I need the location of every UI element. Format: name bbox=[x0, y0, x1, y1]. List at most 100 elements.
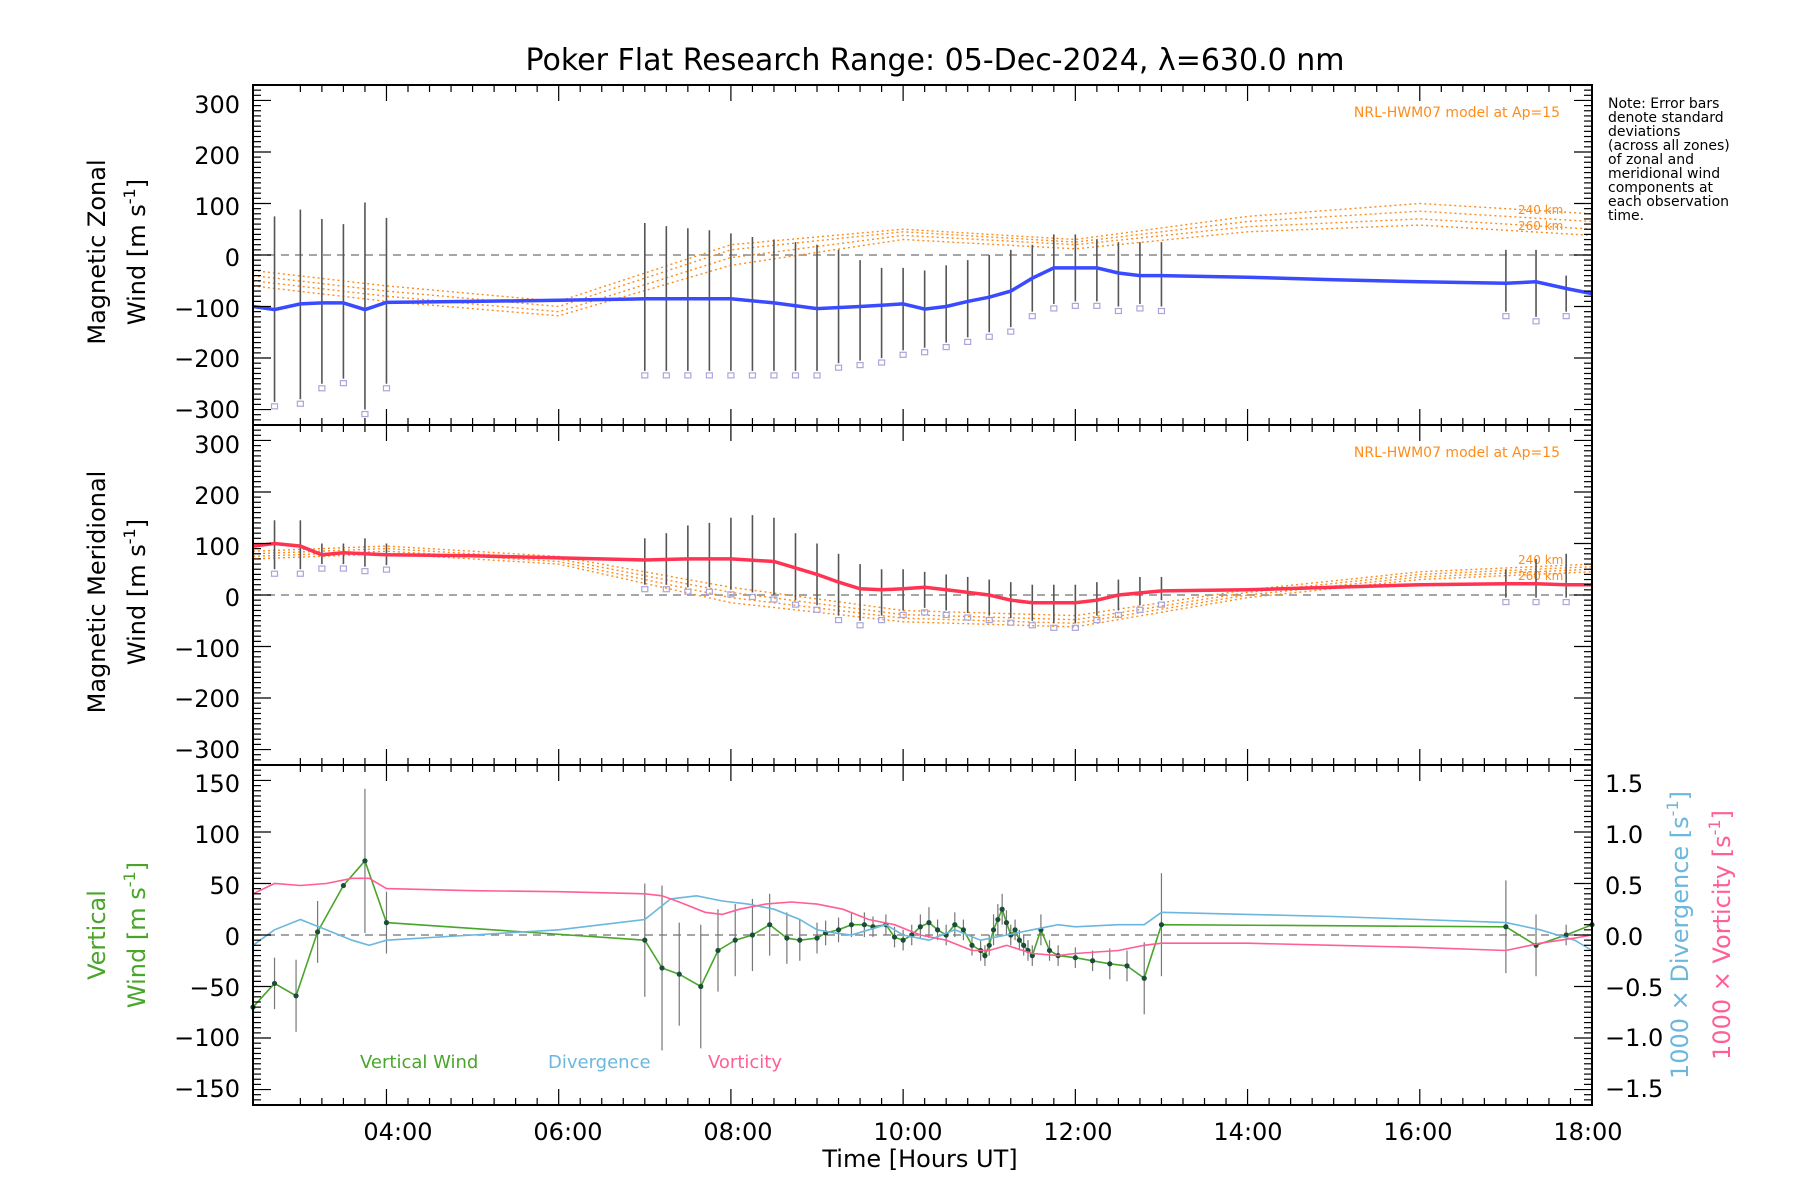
meridional-plot bbox=[252, 424, 1593, 766]
zonal-zone-point bbox=[318, 385, 326, 392]
zonal-ylabel-sup: -1 bbox=[120, 188, 139, 204]
vorticity-line bbox=[252, 877, 1593, 957]
chart-marks bbox=[250, 84, 1595, 1106]
meridional-zone-point bbox=[705, 588, 713, 595]
meridional-zone-point bbox=[1532, 598, 1540, 606]
meridional-ytick-label: 300 bbox=[194, 431, 240, 459]
vertical-ylabel-sup: -1 bbox=[120, 871, 139, 887]
vertical-wind-point bbox=[642, 937, 648, 943]
zonal-ylabel-line1: Magnetic Zonal bbox=[83, 159, 111, 344]
meridional-ylabel-line1: Magnetic Meridional bbox=[83, 471, 111, 714]
meridional-zone-point bbox=[662, 586, 670, 593]
vertical-wind-point bbox=[982, 953, 988, 959]
note-line: (across all zones) bbox=[1608, 138, 1730, 154]
meridional-model-curve bbox=[252, 547, 1593, 621]
meridional-zone-point bbox=[770, 596, 778, 603]
vertical-wind-point bbox=[1012, 927, 1018, 933]
zonal-zone-point bbox=[339, 380, 348, 387]
right-ytick-label: −0.5 bbox=[1605, 974, 1663, 1002]
vertical-wind-point bbox=[676, 971, 682, 977]
vertical-wind-point bbox=[1072, 955, 1078, 961]
zonal-zone-point bbox=[899, 351, 907, 358]
meridional-zone-point bbox=[270, 570, 279, 577]
right-ytick-label: 1.5 bbox=[1605, 770, 1643, 798]
zonal-ytick-label: −300 bbox=[174, 396, 240, 424]
zonal-zone-point bbox=[1028, 313, 1036, 320]
zonal-model-curve bbox=[252, 202, 1593, 303]
note-line: time. bbox=[1608, 208, 1644, 224]
vertical-wind-point bbox=[314, 929, 321, 935]
meridional-model-alt-240: 240 km bbox=[1518, 553, 1563, 567]
x-tick-label: 04:00 bbox=[363, 1118, 432, 1146]
meridional-model-curve bbox=[252, 545, 1593, 617]
vertical-wind-point bbox=[1016, 937, 1022, 943]
vertical-y-tick-labels: −150 −100 −50 0 50 100 150 bbox=[174, 770, 240, 1103]
legend-vertical-wind: Vertical Wind bbox=[360, 1052, 478, 1073]
vertical-ylabel-text: Wind [m s bbox=[123, 887, 151, 1008]
vertical-ytick-label: 50 bbox=[209, 872, 240, 900]
zonal-zone-point bbox=[662, 372, 670, 379]
zonal-zone-point bbox=[985, 333, 993, 340]
vertical-wind-point bbox=[969, 942, 975, 948]
meridional-zone-point bbox=[727, 591, 735, 598]
vertical-wind-point bbox=[340, 882, 347, 889]
vertical-wind-point bbox=[934, 927, 941, 933]
vertical-ytick-label: 150 bbox=[194, 770, 240, 798]
vertical-plot bbox=[250, 764, 1595, 1106]
vertical-wind-point bbox=[1089, 958, 1096, 964]
zonal-zone-point bbox=[270, 403, 279, 410]
divergence-axis-label-close: ] bbox=[1666, 791, 1694, 800]
zonal-zone-point bbox=[856, 362, 864, 369]
meridional-zone-point bbox=[684, 588, 692, 595]
legend-vorticity: Vorticity bbox=[708, 1052, 782, 1073]
meridional-zone-point bbox=[382, 566, 391, 573]
vertical-wind-point bbox=[891, 934, 898, 940]
meridional-ytick-label: 200 bbox=[194, 482, 240, 510]
right-ytick-label: 0.5 bbox=[1605, 872, 1643, 900]
zonal-model-curve bbox=[252, 218, 1593, 313]
zonal-zone-point bbox=[361, 410, 369, 418]
zonal-model-alt-240: 240 km bbox=[1518, 203, 1563, 217]
meridional-zone-point bbox=[813, 606, 821, 613]
meridional-zone-point bbox=[985, 617, 993, 624]
vertical-ytick-label: −50 bbox=[189, 974, 240, 1002]
note-line: Note: Error bars bbox=[1608, 96, 1719, 112]
zonal-zone-point bbox=[1532, 318, 1540, 325]
vertical-wind-point bbox=[659, 965, 665, 971]
vertical-wind-point bbox=[362, 858, 368, 864]
vertical-wind-point bbox=[271, 980, 278, 987]
meridional-model-label: NRL-HWM07 model at Ap=15 bbox=[1354, 445, 1560, 461]
meridional-zone-point bbox=[748, 593, 757, 601]
meridional-zone-point bbox=[1562, 598, 1570, 606]
right-ytick-label: −1.5 bbox=[1605, 1075, 1663, 1103]
zonal-zone-point bbox=[921, 349, 929, 356]
vertical-wind-point bbox=[1124, 963, 1130, 969]
meridional-ylabel-line2: Wind [m s-1] bbox=[120, 519, 151, 665]
vertical-wind-point bbox=[861, 922, 867, 928]
vertical-wind-point bbox=[732, 937, 738, 943]
vertical-wind-point bbox=[749, 932, 756, 938]
divergence-axis-label-text: 1000 × Divergence [s bbox=[1666, 816, 1694, 1079]
zonal-zone-point bbox=[813, 372, 821, 379]
x-tick-label: 16:00 bbox=[1383, 1118, 1452, 1146]
vertical-wind-point bbox=[917, 924, 923, 930]
vertical-wind-point bbox=[1003, 920, 1010, 926]
meridional-zone-point bbox=[318, 565, 326, 572]
x-tick-label: 06:00 bbox=[533, 1118, 602, 1146]
meridional-ytick-label: −100 bbox=[174, 635, 240, 663]
meridional-zone-point bbox=[942, 611, 950, 619]
zonal-ytick-label: −200 bbox=[174, 345, 240, 373]
meridional-ytick-label: −300 bbox=[174, 736, 240, 764]
note-line: of zonal and bbox=[1608, 152, 1694, 168]
zonal-ytick-label: −100 bbox=[174, 295, 240, 323]
vertical-wind-point bbox=[926, 920, 932, 926]
meridional-y-tick-labels: −300 −200 −100 0 100 200 300 bbox=[174, 431, 240, 764]
meridional-zone-point bbox=[1071, 624, 1079, 631]
vertical-wind-point bbox=[900, 937, 906, 943]
zonal-ylabel-line2: Wind [m s-1] bbox=[120, 179, 151, 325]
meridional-ytick-label: 0 bbox=[225, 584, 240, 612]
vertical-wind-point bbox=[383, 920, 390, 926]
zonal-plot bbox=[252, 84, 1593, 426]
meridional-zone-point bbox=[1136, 606, 1144, 613]
vertical-wind-panel: Vertical Wind [m s-1] 1000 × Divergence … bbox=[83, 770, 1736, 1173]
